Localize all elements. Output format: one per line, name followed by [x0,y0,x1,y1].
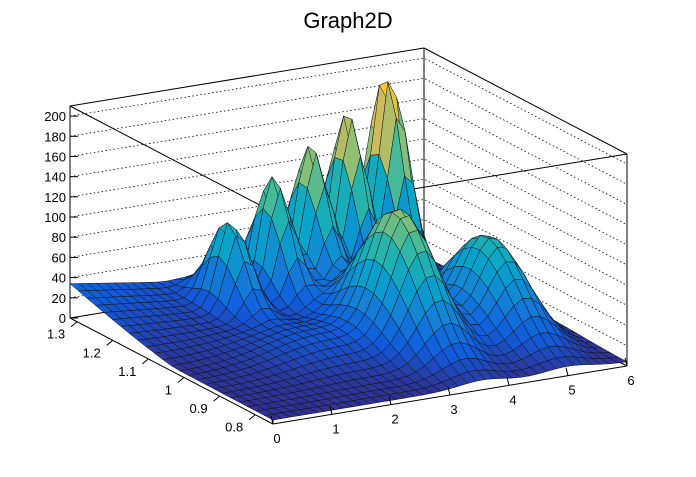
chart-title: Graph2D [303,8,392,33]
x-tick-mark [447,386,451,396]
x-tick-label: 1 [332,421,339,436]
z-tick-label: 120 [44,190,66,205]
frame-edge [423,47,628,155]
y-tick-label: 1.3 [47,327,65,342]
x-tick-label: 3 [450,402,457,417]
x-tick-mark [388,396,392,405]
frame-edge [69,47,425,107]
x-tick-label: 6 [627,373,634,388]
y-tick-mark [142,358,149,365]
y-tick-mark [177,377,185,383]
y-tick-mark [248,414,256,421]
y-axis-line [69,317,274,425]
x-tick-label: 0 [273,431,280,446]
z-tick-label: 160 [44,149,66,164]
y-tick-label: 1 [165,383,172,398]
x-tick-label: 2 [391,412,398,427]
y-tick-mark [213,395,220,402]
z-tick-label: 80 [52,230,66,245]
y-tick-label: 1.1 [118,364,136,379]
x-tick-label: 4 [509,392,516,407]
z-tick-label: 0 [59,311,66,326]
x-tick-mark [624,357,628,367]
z-tick-label: 140 [44,170,66,185]
surface-cell [608,356,628,364]
x-tick-label: 5 [568,383,575,398]
y-tick-mark [70,321,78,328]
z-tick-label: 100 [44,210,66,225]
x-tick-mark [506,377,510,386]
y-tick-label: 1.2 [83,345,101,360]
x-tick-mark [270,415,274,425]
z-tick-label: 20 [52,291,66,306]
y-tick-mark [106,339,114,346]
x-tick-mark [565,367,569,376]
y-tick-label: 0.8 [225,420,243,435]
z-tick-label: 200 [44,109,66,124]
frame-edge [69,105,274,213]
z-tick-label: 40 [52,271,66,286]
surface-plot [69,81,628,421]
axes: 0204060801001201401601802000.80.911.11.2… [44,106,635,446]
z-tick-label: 60 [52,250,66,265]
z-tick-label: 180 [44,129,66,144]
y-tick-label: 0.9 [190,401,208,416]
x-tick-mark [329,406,333,415]
